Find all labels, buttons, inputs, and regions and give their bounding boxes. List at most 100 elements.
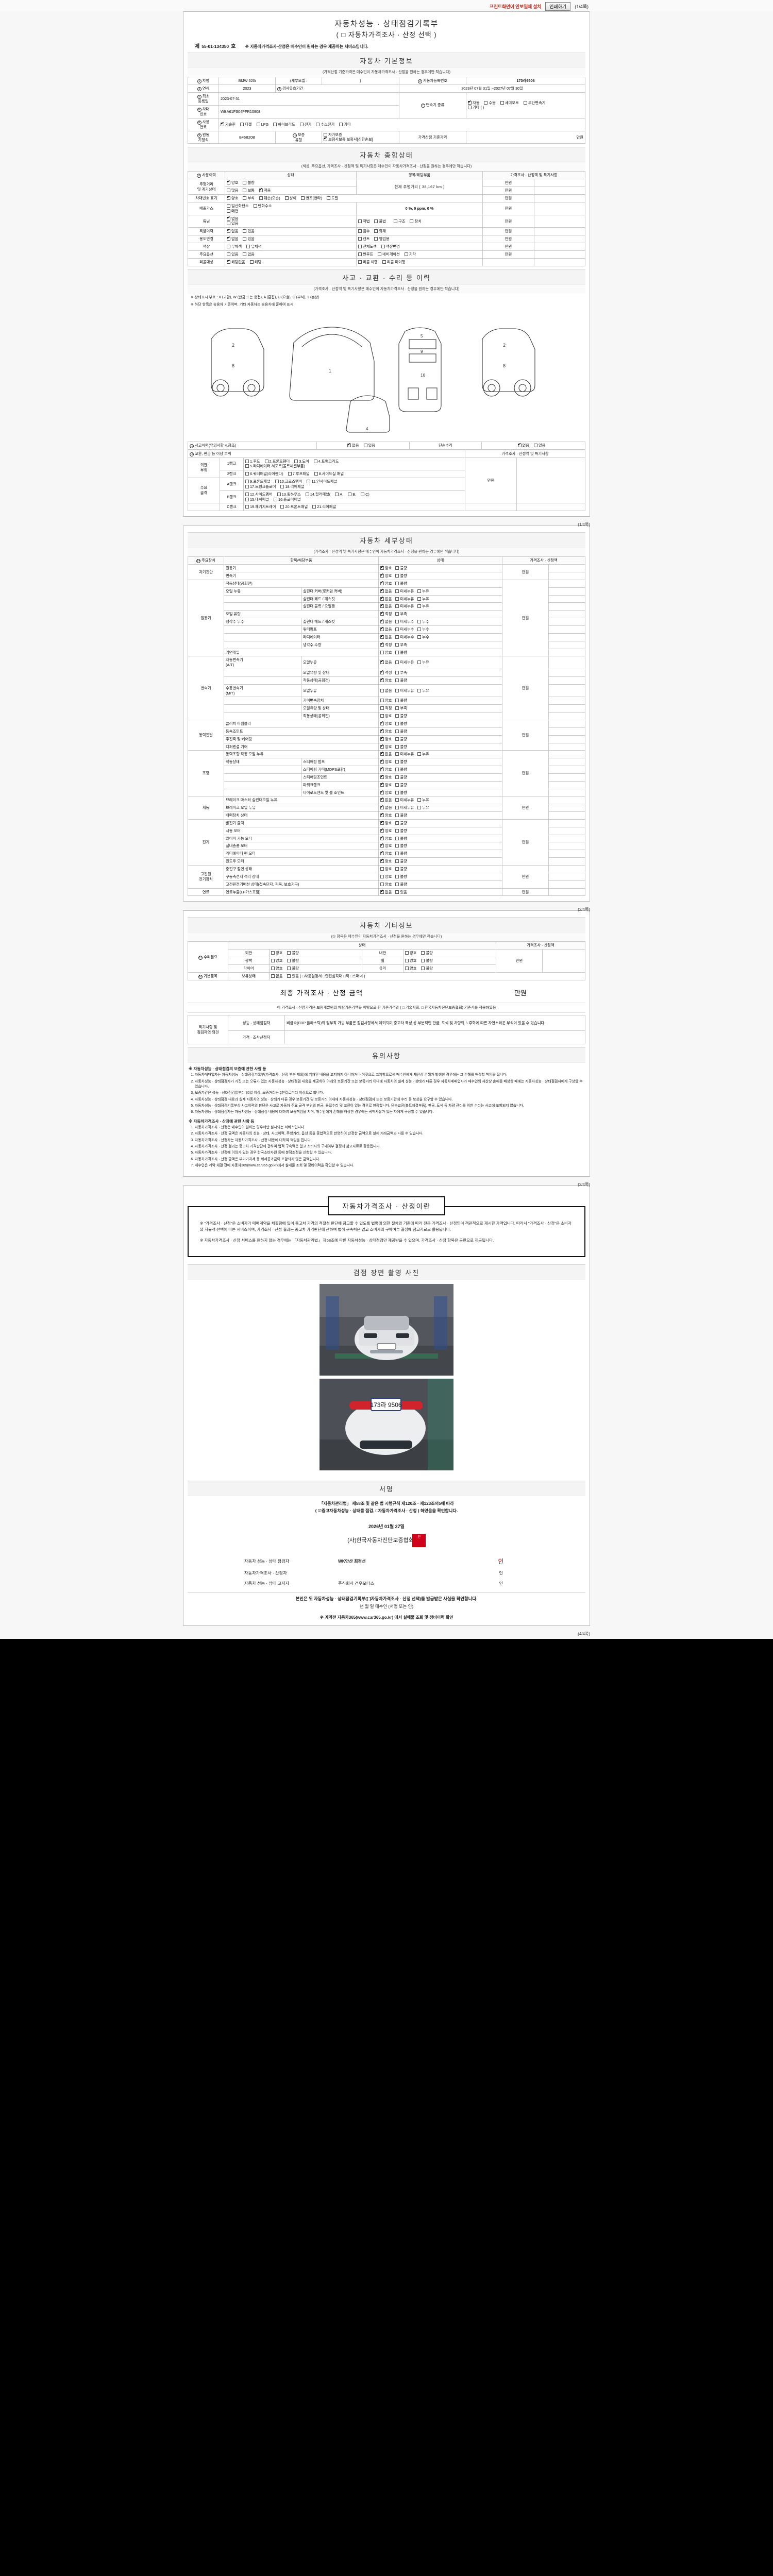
checkbox-없음[interactable] [380,804,384,810]
checkbox-insurer-warranty[interactable] [324,136,327,142]
checkbox-option-other[interactable] [404,252,408,256]
checkbox-없음[interactable] [380,603,384,608]
vin-mark-state[interactable]: 양호 부식 훼손(오손) 상이 변조(변타) 도말 [225,194,483,202]
checkbox-option-none[interactable] [243,252,247,256]
checkbox-usage-yes[interactable] [243,237,247,241]
checkbox-양호[interactable] [380,565,384,570]
checkbox-legal[interactable] [358,219,362,223]
checkbox-양호[interactable] [380,699,384,703]
checkbox-tuning-none[interactable] [227,215,230,221]
checkbox-누유[interactable] [417,752,422,756]
checkbox-양호[interactable] [380,835,384,840]
checkbox-미세누유[interactable] [395,597,399,601]
checkbox-누수[interactable] [417,628,422,631]
checkbox-누유[interactable] [417,688,422,692]
checkbox-pillar-panel[interactable] [305,492,309,496]
checkbox-hc[interactable] [253,204,257,208]
warranty-options[interactable]: 자가보증 보험사보증 보험사[신한손보] [322,130,399,144]
checkbox-recall-na[interactable] [227,259,230,264]
checkbox-불량[interactable] [395,574,399,578]
main-option-items[interactable]: 썬루프 네비게이션 기타 [356,250,483,259]
checkbox-불량[interactable] [395,775,399,779]
checkbox-있음[interactable] [395,890,399,894]
rank1-items[interactable]: 1.후드 2.프론트휀더 3.도어 4.트렁크리드 5.라디에이터 서포트(볼트… [243,457,465,471]
checkbox-누유[interactable] [417,597,422,601]
checkbox-commercial[interactable] [374,237,378,241]
checkbox-없음[interactable] [380,659,384,665]
checkbox-fuel-other[interactable] [339,122,343,126]
checkbox-미세누유[interactable] [395,589,399,593]
checkbox-양호[interactable] [380,774,384,779]
checkbox-rental[interactable] [358,237,362,241]
checkbox-glass-bad[interactable] [421,966,425,970]
checkbox-polish-good[interactable] [271,959,275,963]
checkbox-simple-yes[interactable] [534,443,538,447]
etc-state-wheel[interactable]: 양호 불량 [403,957,496,965]
checkbox-없음[interactable] [380,618,384,624]
checkbox-outer-bad[interactable] [287,951,291,955]
checkbox-양호[interactable] [380,850,384,856]
checkbox-양호[interactable] [380,720,384,726]
checkbox-recall-notdone[interactable] [382,260,386,264]
checkbox-door[interactable] [294,459,298,463]
checkbox-적정[interactable] [380,611,384,616]
color-state[interactable]: 무채색 유채색 [225,242,357,251]
checkbox-양호[interactable] [380,743,384,749]
checkbox-accident-yes[interactable] [363,443,367,447]
checkbox-양호[interactable] [380,677,384,683]
fuel-options[interactable]: 가솔린 디젤 LPG 하이브리드 전기 수소전기 기타 [219,117,585,131]
color-items[interactable]: 전체도색 색상변경 [356,242,483,251]
etc-state-outer[interactable]: 양호 불량 [269,949,362,958]
checkbox-roof-panel[interactable] [288,472,292,476]
checkbox-illegal[interactable] [374,219,378,223]
etc-state-inner[interactable]: 양호 불량 [403,949,496,958]
checkbox-package-tray[interactable] [245,505,249,509]
checkbox-vin-damage[interactable] [259,196,263,200]
checkbox-vin-corrosion[interactable] [243,196,247,200]
checkbox-미세누수[interactable] [395,628,399,631]
checkbox-양호[interactable] [380,789,384,794]
checkbox-special-none[interactable] [227,228,230,233]
checkbox-accident-none[interactable] [347,442,351,447]
checkbox-pillar-a[interactable] [335,492,339,496]
checkbox-누유[interactable] [417,798,422,802]
checkbox-없음[interactable] [380,596,384,601]
checkbox-양호[interactable] [380,580,384,586]
checkbox-trunk-lid[interactable] [313,459,317,463]
simple-repair-state[interactable]: 없음 있음 [481,441,585,450]
checkbox-side-sill-panel[interactable] [314,472,318,476]
checkbox-wheel-bad[interactable] [421,959,425,963]
checkbox-양호[interactable] [380,867,384,871]
checkbox-many[interactable] [227,189,230,193]
etc-state-glass[interactable]: 양호 불량 [403,964,496,973]
checkbox-미세누유[interactable] [395,688,399,692]
checkbox-inside-panel[interactable] [307,480,311,484]
checkbox-inner-bad[interactable] [421,951,425,955]
checkbox-불량[interactable] [395,844,399,848]
checkbox-tire-good[interactable] [271,966,275,970]
checkbox-양호[interactable] [380,827,384,833]
checkbox-양호[interactable] [380,766,384,772]
checkbox-적정[interactable] [380,706,384,710]
checkbox-불량[interactable] [395,678,399,682]
checkbox-누수[interactable] [417,620,422,624]
checkbox-부족[interactable] [395,642,399,647]
checkbox-usage-none[interactable] [227,235,230,241]
tuning-state[interactable]: 없음 있음 [225,214,357,228]
checkbox-co[interactable] [227,204,230,208]
